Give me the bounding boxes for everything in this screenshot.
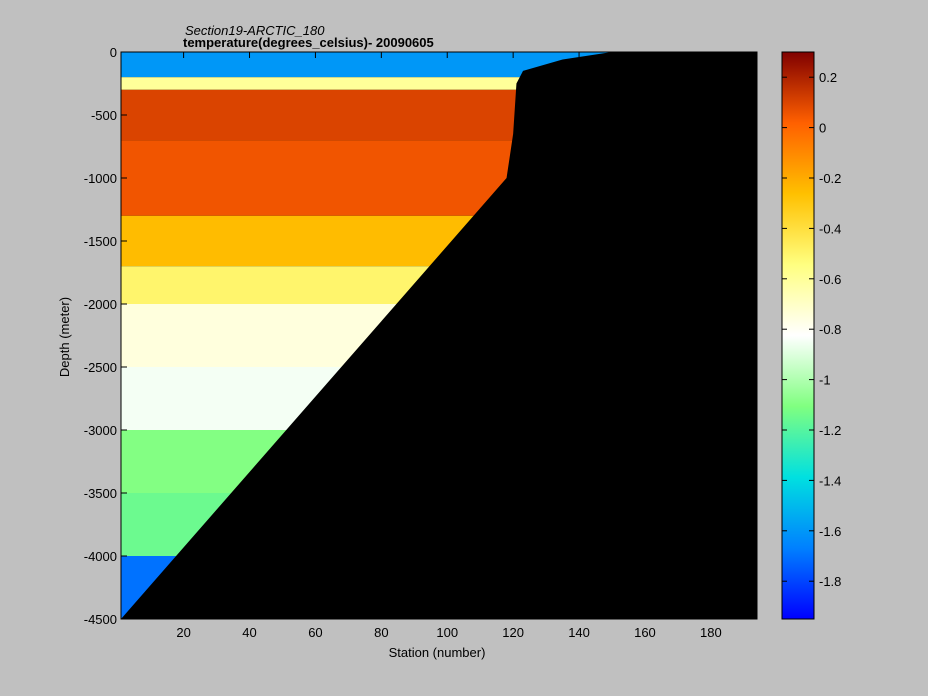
y-tick-label: -4500	[84, 612, 117, 627]
x-axis: 20 40 60 80 100 120 140 160 180	[176, 52, 722, 640]
colorbar-tick-label: -0.8	[819, 322, 841, 337]
colorbar-tick-label: -1.8	[819, 574, 841, 589]
x-axis-label: Station (number)	[389, 645, 486, 660]
y-axis: 0 -500 -1000 -1500 -2000 -2500 -3000 -3500 -4000…	[84, 45, 757, 627]
y-tick-label: -2500	[84, 360, 117, 375]
x-tick-label: 20	[176, 625, 190, 640]
chart-title: Section19-ARCTIC_180	[185, 23, 325, 38]
colorbar-tick-label: -1.2	[819, 423, 841, 438]
chart-subtitle: temperature(degrees_celsius)- 20090605	[183, 35, 434, 50]
y-tick-label: -4000	[84, 549, 117, 564]
y-tick-label: -500	[91, 108, 117, 123]
colorbar-tick-label: -0.4	[819, 221, 841, 236]
colorbar-tick-label: -0.6	[819, 272, 841, 287]
colorbar	[781, 51, 815, 620]
x-tick-label: 140	[568, 625, 590, 640]
plot-frame	[120, 51, 758, 620]
x-tick-label: 160	[634, 625, 656, 640]
x-tick-label: 120	[502, 625, 524, 640]
x-tick-label: 80	[374, 625, 388, 640]
x-tick-label: 60	[308, 625, 322, 640]
x-tick-label: 100	[436, 625, 458, 640]
y-tick-label: -3500	[84, 486, 117, 501]
plot-area	[121, 52, 757, 619]
x-tick-label: 180	[700, 625, 722, 640]
y-tick-label: -1000	[84, 171, 117, 186]
colorbar-ticks: 0.2 0 -0.2 -0.4 -0.6 -0.8 -1 -1.2 -1.4 -1.6 -1.8	[782, 70, 841, 589]
x-tick-label: 40	[242, 625, 256, 640]
colorbar-tick-label: -1.6	[819, 524, 841, 539]
bottom-mask	[121, 52, 757, 619]
colorbar-tick-label: -0.2	[819, 171, 841, 186]
colorbar-tick-label: 0.2	[819, 70, 837, 85]
colorbar-tick-label: 0	[819, 121, 826, 136]
y-tick-label: -2000	[84, 297, 117, 312]
y-axis-label: Depth (meter)	[57, 297, 72, 377]
y-tick-label: 0	[110, 45, 117, 60]
colorbar-tick-label: -1.4	[819, 473, 841, 488]
y-tick-label: -3000	[84, 423, 117, 438]
colorbar-tick-label: -1	[819, 373, 831, 388]
y-tick-label: -1500	[84, 234, 117, 249]
